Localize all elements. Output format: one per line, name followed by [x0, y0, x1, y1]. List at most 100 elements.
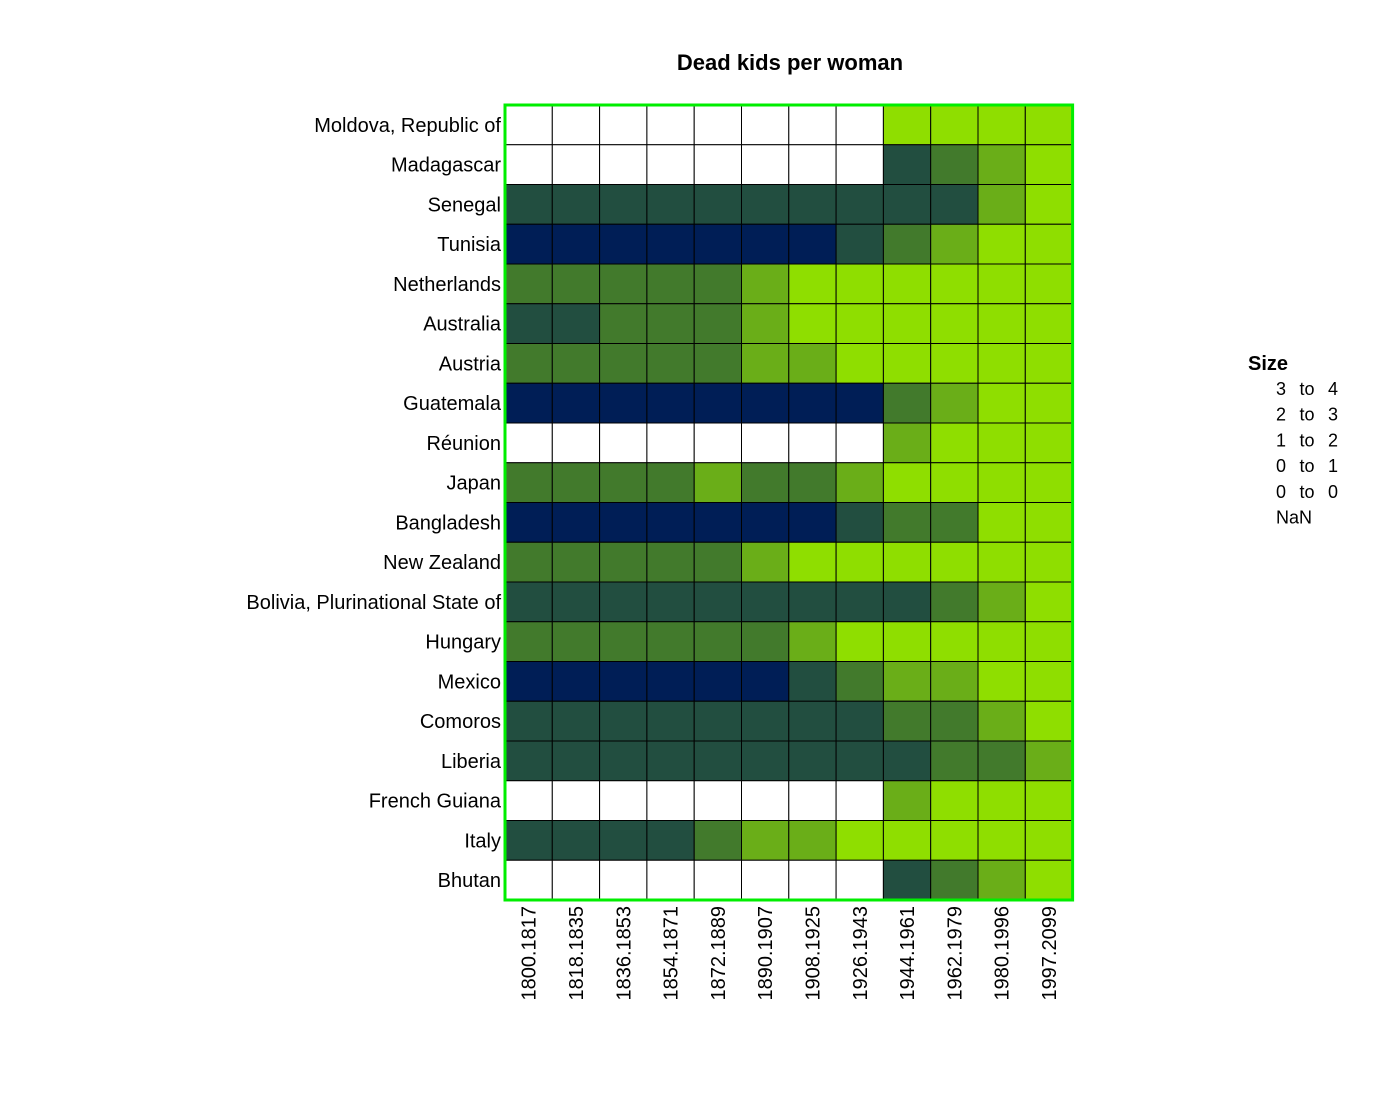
heatmap-cell	[977, 343, 1026, 384]
heatmap-cell	[977, 780, 1026, 821]
column-label: 1836.1853	[613, 906, 635, 1001]
heatmap-cell	[930, 820, 979, 861]
heatmap-cell	[646, 184, 695, 225]
heatmap-cell	[599, 541, 648, 583]
heatmap-cell	[788, 104, 837, 146]
heatmap-cell	[835, 382, 884, 424]
heatmap-cell	[882, 184, 932, 225]
heatmap-cell	[1024, 502, 1074, 543]
heatmap-cell	[977, 740, 1026, 782]
heatmap-cell	[882, 303, 932, 344]
heatmap-cell	[1024, 740, 1074, 782]
heatmap-cell	[977, 581, 1026, 623]
heatmap-cell	[977, 144, 1026, 185]
heatmap-cell	[693, 184, 743, 225]
heatmap-cell	[504, 780, 553, 821]
heatmap-cell	[599, 661, 648, 702]
heatmap-cell	[835, 859, 884, 901]
heatmap-cell	[788, 820, 837, 861]
heatmap-cell	[977, 104, 1026, 146]
heatmap-cell	[741, 581, 790, 623]
heatmap-cell	[693, 382, 743, 424]
heatmap-cell	[788, 382, 837, 424]
heatmap-cell	[788, 223, 837, 265]
heatmap-cell	[551, 144, 601, 185]
heatmap-cell	[882, 462, 932, 503]
heatmap-cell	[504, 820, 553, 861]
heatmap-cell	[693, 223, 743, 265]
heatmap-cell	[551, 502, 601, 543]
column-label: 1872.1889	[708, 906, 730, 1001]
heatmap-cell	[1024, 859, 1074, 901]
heatmap-cell	[504, 740, 553, 782]
heatmap-cell	[599, 303, 648, 344]
heatmap-cell	[882, 700, 932, 742]
heatmap-cell	[930, 184, 979, 225]
legend-entry-high: 0	[1328, 482, 1338, 502]
heatmap-cell	[646, 581, 695, 623]
heatmap-cell	[693, 661, 743, 702]
heatmap-cell	[930, 541, 979, 583]
heatmap-cell	[977, 700, 1026, 742]
row-label: Australia	[423, 314, 502, 336]
heatmap-cell	[504, 462, 553, 503]
heatmap-cell	[1024, 780, 1074, 821]
heatmap-cell	[835, 223, 884, 265]
heatmap-cell	[504, 382, 553, 424]
heatmap-cell	[504, 502, 553, 543]
heatmap-cell	[741, 184, 790, 225]
heatmap-cell	[551, 263, 601, 305]
legend: Size 3 to 4 2 to 3 1 to 2 0 to 1 0 to 0 NaN	[1248, 353, 1338, 528]
heatmap-cell	[930, 859, 979, 901]
heatmap-cell	[551, 780, 601, 821]
legend-entry-sep: to	[1299, 482, 1314, 502]
heatmap-cell	[788, 740, 837, 782]
heatmap-cell	[646, 223, 695, 265]
heatmap-cell	[693, 740, 743, 782]
heatmap-cell	[741, 382, 790, 424]
heatmap-cell	[1024, 462, 1074, 503]
legend-entry-high: 1	[1328, 456, 1338, 476]
heatmap-cell	[835, 502, 884, 543]
heatmap-cell	[646, 859, 695, 901]
heatmap-cell	[1024, 621, 1074, 662]
heatmap-cell	[599, 700, 648, 742]
column-label: 1890.1907	[755, 906, 777, 1001]
heatmap-cell	[646, 621, 695, 662]
column-labels: 1800.1817 1818.1835 1836.1853 1854.1871 1872…	[519, 906, 1061, 1001]
heatmap-cell	[835, 541, 884, 583]
heatmap-cell	[882, 144, 932, 185]
heatmap-cell	[835, 621, 884, 662]
heatmap-cell	[504, 263, 553, 305]
heatmap-cell	[741, 462, 790, 503]
heatmap-cell	[646, 382, 695, 424]
column-label: 1926.1943	[850, 906, 872, 1001]
heatmap-cell	[930, 700, 979, 742]
heatmap-cell	[882, 661, 932, 702]
heatmap-cell	[693, 104, 743, 146]
heatmap-cell	[551, 462, 601, 503]
legend-entry-sep: to	[1299, 405, 1314, 425]
row-label: Bangladesh	[395, 512, 501, 534]
heatmap-cell	[741, 541, 790, 583]
heatmap-cell	[504, 144, 553, 185]
heatmap-cell	[741, 859, 790, 901]
heatmap-cell	[835, 303, 884, 344]
heatmap-cell	[551, 661, 601, 702]
heatmap-cell	[977, 541, 1026, 583]
plot-frame	[503, 103, 1075, 902]
heatmap-cell	[599, 581, 648, 623]
heatmap-cell	[551, 303, 601, 344]
row-label: Italy	[464, 830, 501, 852]
column-label: 1818.1835	[566, 906, 588, 1001]
legend-entry-high: 3	[1328, 405, 1338, 425]
column-label: 1962.1979	[944, 906, 966, 1001]
heatmap-cell	[882, 223, 932, 265]
heatmap-cell	[741, 343, 790, 384]
heatmap-cell	[741, 422, 790, 464]
heatmap-cell	[788, 859, 837, 901]
heatmap-cell	[551, 581, 601, 623]
column-label: 1908.1925	[802, 906, 824, 1001]
heatmap-cell	[504, 184, 553, 225]
legend-entry-low: 2	[1276, 405, 1286, 425]
